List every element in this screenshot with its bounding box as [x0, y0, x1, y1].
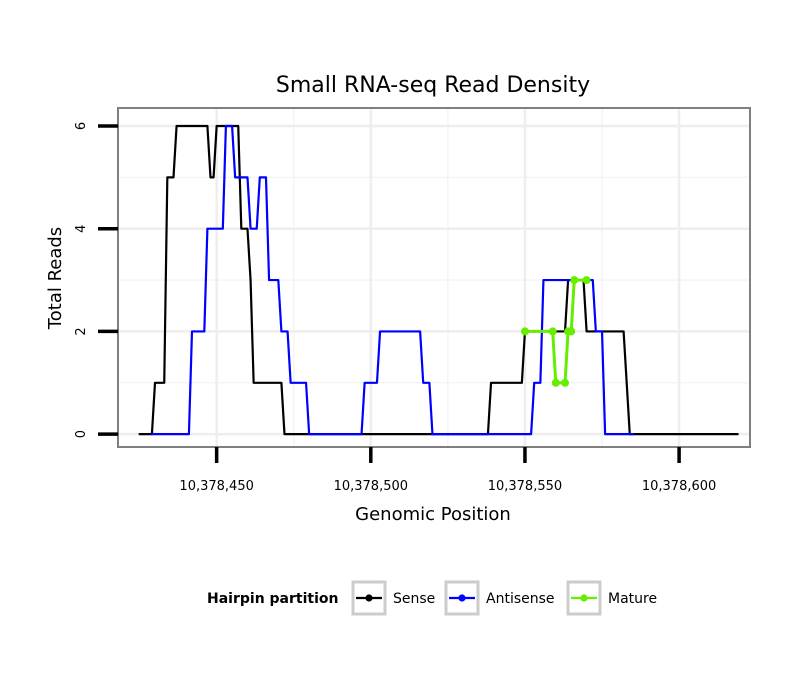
- plot-panel: [118, 108, 750, 447]
- y-tick-label: 0: [74, 430, 89, 438]
- y-tick-label: 4: [74, 225, 89, 233]
- legend-item-antisense: Antisense: [444, 580, 555, 616]
- mature-point: [570, 276, 579, 285]
- plot-panel-border: [117, 107, 751, 448]
- series-layer: [138, 124, 739, 436]
- legend-key-point-sense: [365, 594, 373, 602]
- mature-point: [551, 378, 560, 387]
- plot-panel-fill: [118, 108, 750, 447]
- legend-label-mature: Mature: [608, 591, 657, 607]
- mature-point: [548, 327, 557, 336]
- legend-label-antisense: Antisense: [486, 591, 555, 607]
- series-line-sense: [138, 124, 739, 436]
- legend-key-point-antisense: [458, 594, 466, 602]
- y-axis-title: Total Reads: [45, 227, 66, 330]
- y-tick-label: 6: [74, 122, 89, 130]
- x-axis-title: Genomic Position: [355, 504, 511, 525]
- mature-point: [567, 327, 576, 336]
- legend-title: Hairpin partition: [207, 591, 338, 607]
- legend-label-sense: Sense: [393, 591, 435, 607]
- legend-item-mature: Mature: [566, 580, 657, 616]
- x-tick-label: 10,378,450: [179, 479, 253, 494]
- chart-title: Small RNA-seq Read Density: [276, 73, 590, 98]
- x-tick-label: 10,378,500: [334, 479, 408, 494]
- x-tick-label: 10,378,600: [642, 479, 716, 494]
- mature-point: [520, 327, 529, 336]
- y-tick-label: 2: [74, 327, 89, 335]
- y-axis: 0 2 4 6: [74, 122, 118, 438]
- x-tick-label: 10,378,550: [488, 479, 562, 494]
- x-axis: 10,378,450 10,378,500 10,378,550 10,378,600: [179, 447, 716, 494]
- legend-item-sense: Sense: [351, 580, 435, 616]
- series-line-mature: [523, 278, 589, 385]
- mature-point: [561, 378, 570, 387]
- legend: Hairpin partition Sense Antisense Mature: [207, 580, 657, 616]
- legend-key-point-mature: [580, 594, 588, 602]
- series-line-antisense: [150, 124, 634, 436]
- mature-point: [582, 276, 591, 285]
